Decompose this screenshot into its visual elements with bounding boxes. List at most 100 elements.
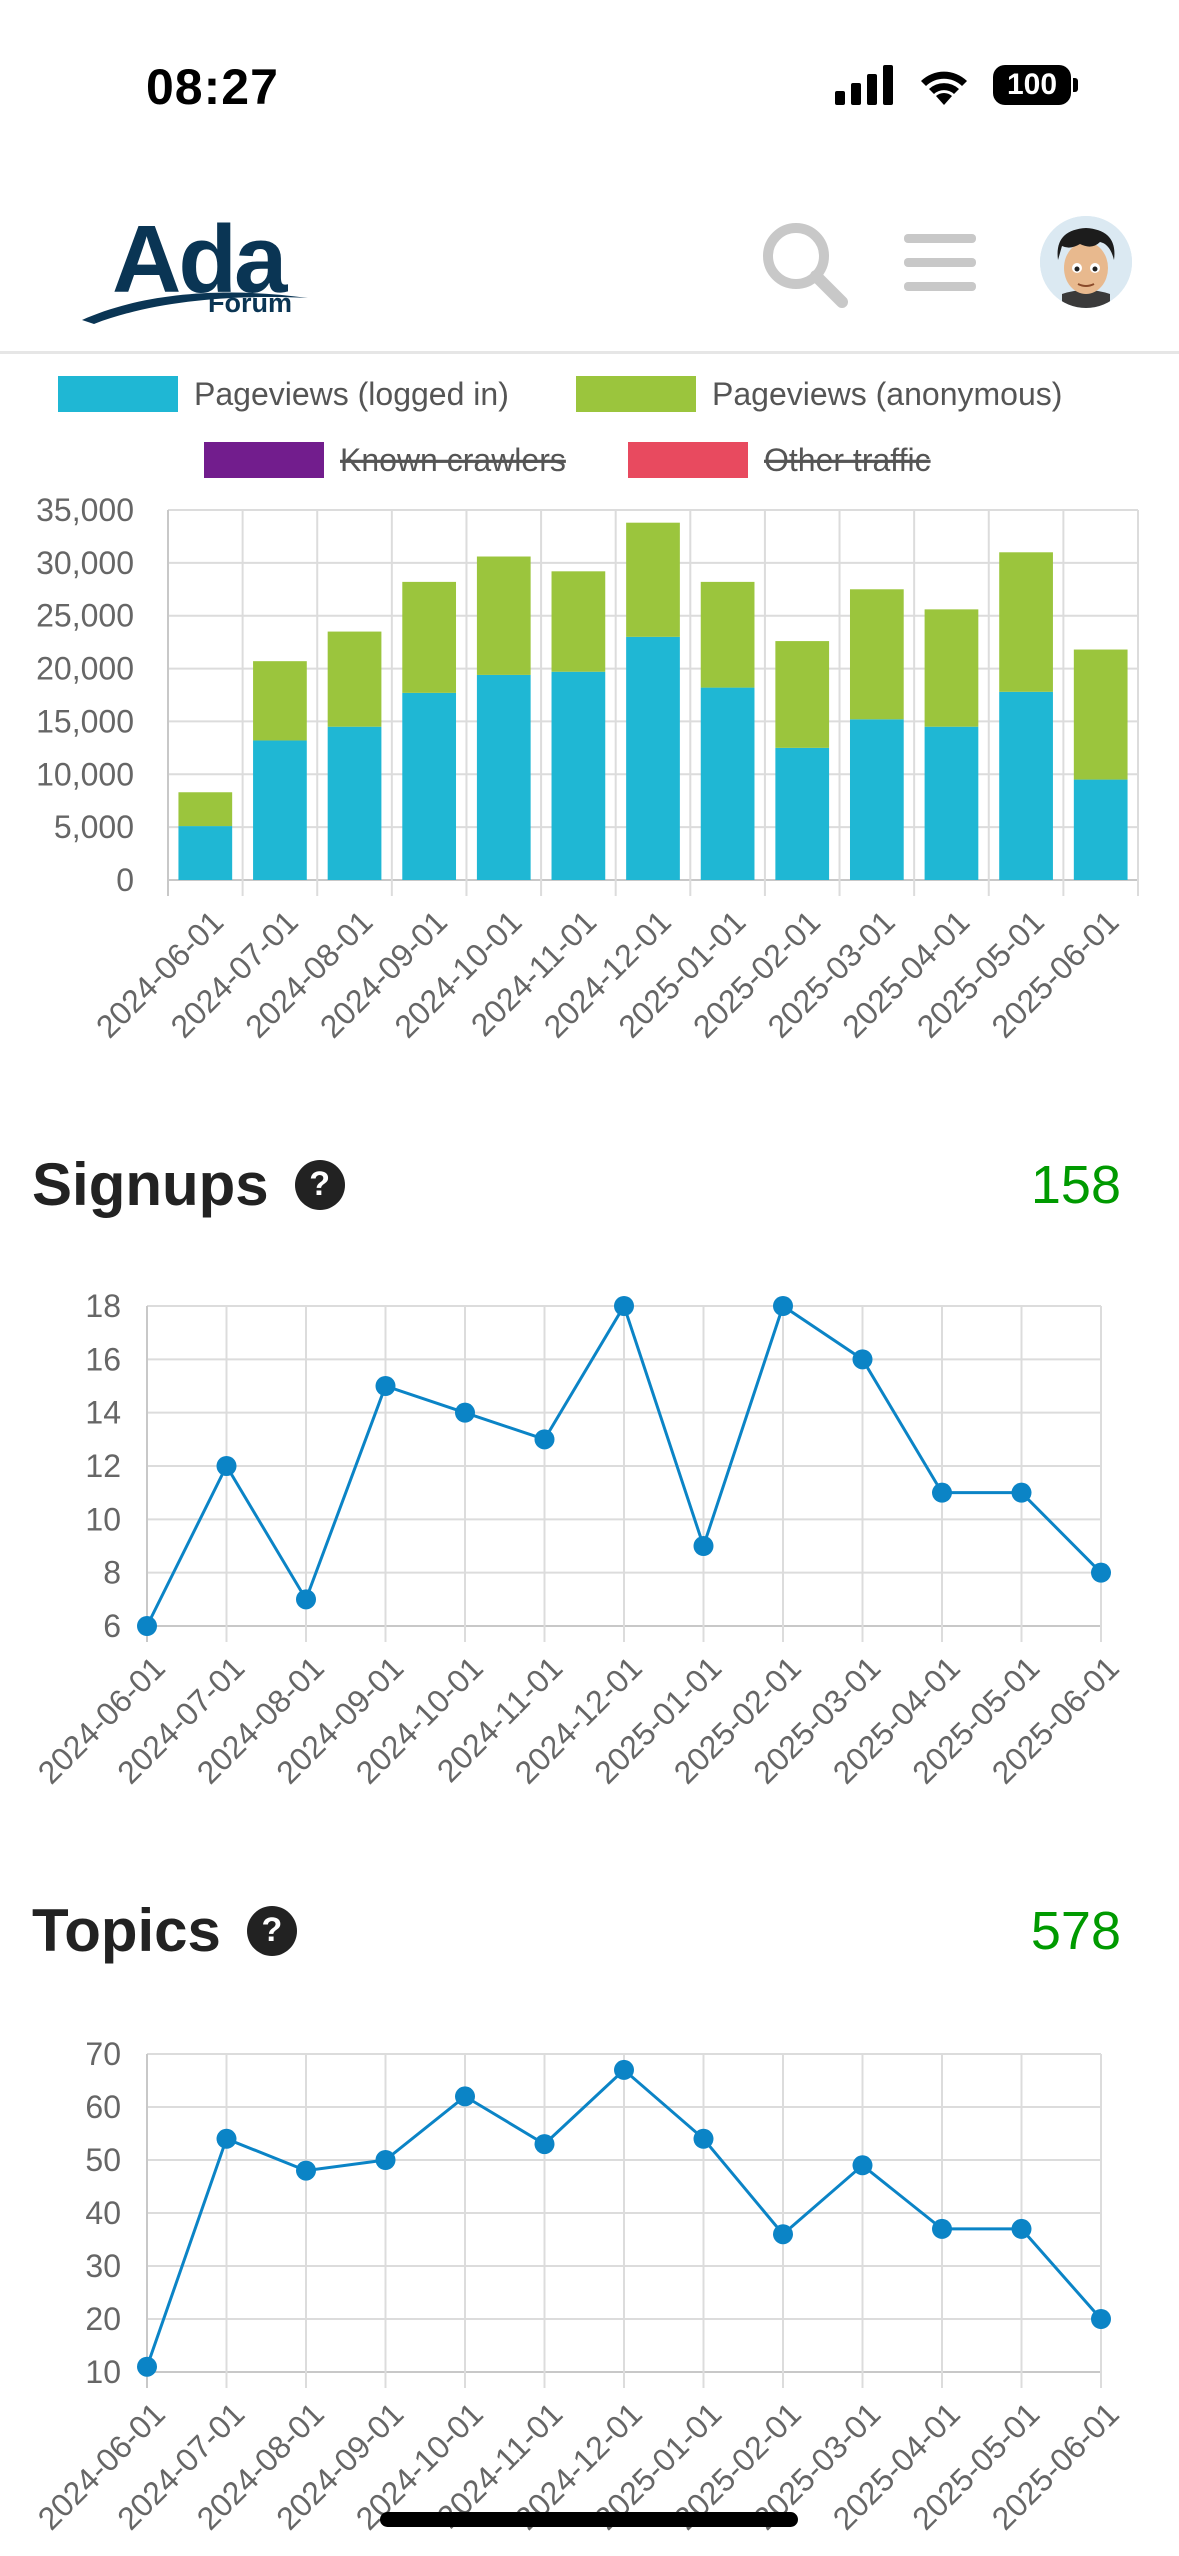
y-tick-label: 0 <box>116 862 134 898</box>
bar-segment <box>551 671 606 880</box>
signups-line <box>137 1296 1111 1636</box>
y-tick-label: 50 <box>85 2142 121 2178</box>
legend-swatch <box>204 442 324 478</box>
data-point <box>773 2224 793 2245</box>
bar-segment <box>327 631 382 727</box>
wifi-icon <box>921 71 967 105</box>
data-point <box>296 1589 316 1610</box>
legend-label: Known crawlers <box>340 442 566 478</box>
y-tick-label: 10,000 <box>36 756 134 792</box>
data-point <box>455 2086 475 2107</box>
legend-item[interactable]: Other traffic <box>628 442 931 478</box>
y-tick-label: 20,000 <box>36 651 134 687</box>
bar-segment <box>924 609 979 727</box>
bar-segment <box>178 792 233 827</box>
data-point <box>216 2128 237 2149</box>
pageviews-bars <box>178 522 1128 880</box>
battery-level: 100 <box>1006 68 1058 101</box>
bar-segment <box>178 826 233 880</box>
legend-label: Other traffic <box>764 442 931 478</box>
topics-total: 578 <box>1030 1901 1121 1961</box>
legend-label: Pageviews (anonymous) <box>712 376 1062 412</box>
topics-help-icon[interactable]: ? <box>246 1905 297 1956</box>
data-point <box>852 1349 873 1370</box>
data-point <box>614 2059 634 2080</box>
bar-segment <box>700 687 755 880</box>
bar-segment <box>775 641 830 748</box>
home-indicator[interactable] <box>380 2512 798 2527</box>
signups-heading: Signups ? <box>32 1150 345 1219</box>
data-point <box>1011 2218 1032 2239</box>
bar-segment <box>626 636 680 880</box>
data-point <box>1011 1482 1032 1503</box>
legend-item[interactable]: Pageviews (logged in) <box>58 376 509 412</box>
bar-segment <box>402 581 457 693</box>
bar-segment <box>1073 649 1128 780</box>
legend-item[interactable]: Known crawlers <box>204 442 566 478</box>
search-icon <box>763 223 848 308</box>
y-tick-label: 8 <box>103 1555 121 1591</box>
bar-segment <box>999 691 1053 880</box>
data-point <box>534 2134 555 2155</box>
signups-grid <box>146 1305 1102 1642</box>
status-time: 08:27 <box>146 59 279 115</box>
data-point <box>614 1296 634 1316</box>
bar-segment <box>775 747 830 880</box>
topics-heading: Topics ? <box>32 1896 297 1965</box>
data-point <box>216 1456 237 1476</box>
legend-item[interactable]: Pageviews (anonymous) <box>576 376 1062 412</box>
data-point <box>137 1616 157 1636</box>
forum-logo[interactable]: Ada Forum <box>80 206 310 324</box>
pageviews-chart: Pageviews (logged in) Pageviews (anonymou… <box>36 376 1139 1045</box>
data-point <box>1091 1562 1111 1583</box>
topics-grid <box>146 2053 1102 2388</box>
search-button[interactable] <box>758 218 850 310</box>
site-header: Ada Forum <box>0 170 1179 354</box>
y-tick-label: 25,000 <box>36 598 134 634</box>
user-avatar[interactable] <box>1040 216 1132 308</box>
legend-label: Pageviews (logged in) <box>194 376 509 412</box>
hamburger-menu-button[interactable] <box>900 228 980 298</box>
pageviews-y-axis: 35,000 30,000 25,000 20,000 15,000 10,000 5,00… <box>36 492 134 898</box>
data-point <box>852 2155 873 2176</box>
data-point <box>375 2150 396 2170</box>
data-point <box>534 1429 555 1450</box>
topics-line <box>137 2059 1111 2377</box>
y-tick-label: 10 <box>85 1501 121 1537</box>
status-icons: 100 <box>835 60 1079 110</box>
y-tick-label: 18 <box>85 1288 121 1324</box>
logo-title: Ada <box>112 206 287 313</box>
y-tick-label: 70 <box>85 2036 121 2072</box>
bar-segment <box>924 726 979 880</box>
y-tick-label: 60 <box>85 2089 121 2125</box>
y-tick-label: 16 <box>85 1341 121 1377</box>
battery-icon: 100 <box>993 65 1079 105</box>
cellular-signal-icon <box>835 65 893 105</box>
data-point <box>296 2160 316 2181</box>
bar-segment <box>700 581 755 688</box>
data-point <box>1091 2309 1111 2329</box>
bar-segment <box>476 674 531 880</box>
bar-segment <box>849 719 904 880</box>
topics-y-axis: 70 60 50 40 30 20 10 <box>85 2036 121 2390</box>
data-point <box>932 1482 952 1503</box>
pageviews-legend: Pageviews (logged in) Pageviews (anonymou… <box>58 376 1062 478</box>
data-point <box>455 1402 475 1423</box>
signups-help-icon[interactable]: ? <box>294 1159 345 1210</box>
hamburger-menu-icon <box>904 234 976 291</box>
legend-swatch <box>576 376 696 412</box>
y-tick-label: 30 <box>85 2248 121 2284</box>
signups-x-axis: 2024-06-012024-07-012024-08-012024-09-01… <box>31 1649 1126 1790</box>
y-tick-label: 20 <box>85 2301 121 2337</box>
bar-segment <box>999 552 1053 692</box>
y-tick-label: 40 <box>85 2195 121 2231</box>
data-point <box>137 2356 157 2377</box>
logo-swoosh-icon <box>82 292 308 324</box>
bar-segment <box>551 571 606 672</box>
y-tick-label: 15,000 <box>36 703 134 739</box>
signups-chart: 18 16 14 12 10 8 6 2024-06-012024-07-012024-08… <box>31 1288 1126 1791</box>
bar-segment <box>476 556 531 675</box>
logo-subtitle: Forum <box>208 288 292 318</box>
bar-segment <box>327 726 382 880</box>
